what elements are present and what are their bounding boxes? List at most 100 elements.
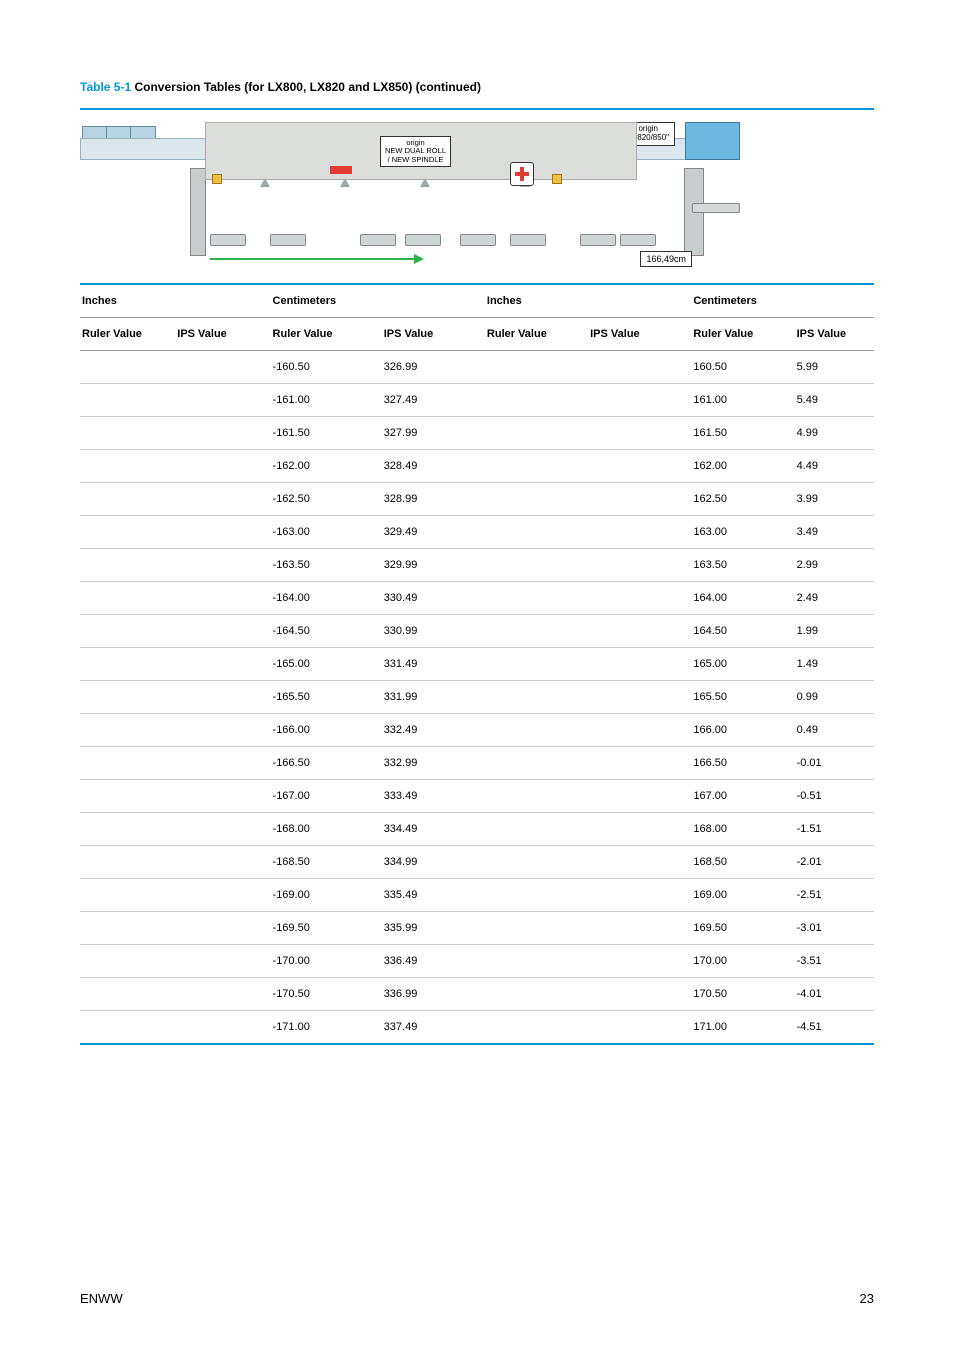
table-cell (588, 780, 691, 813)
table-cell (80, 681, 175, 714)
table-cell: 336.49 (382, 945, 485, 978)
table-cell (175, 945, 270, 978)
table-cell: -166.50 (271, 747, 382, 780)
table-cell: 327.49 (382, 384, 485, 417)
table-cell: 170.50 (691, 978, 794, 1011)
red-plus-icon (510, 162, 534, 186)
table-cell: -160.50 (271, 351, 382, 384)
table-cell: -163.00 (271, 516, 382, 549)
table-cell: -171.00 (271, 1011, 382, 1045)
table-cell (485, 912, 588, 945)
table-cell (175, 846, 270, 879)
table-cell: 4.49 (795, 450, 874, 483)
table-cell (80, 747, 175, 780)
table-cell (80, 912, 175, 945)
table-cell (588, 549, 691, 582)
table-cell: 336.99 (382, 978, 485, 1011)
table-cell: 330.49 (382, 582, 485, 615)
table-cell: -170.50 (271, 978, 382, 1011)
table-row: -170.50336.99170.50-4.01 (80, 978, 874, 1011)
table-row: -161.50327.99161.504.99 (80, 417, 874, 450)
table-cell: -167.00 (271, 780, 382, 813)
table-row: -162.00328.49162.004.49 (80, 450, 874, 483)
table-cell (175, 483, 270, 516)
table-cell: 170.00 (691, 945, 794, 978)
table-row: -166.50332.99166.50-0.01 (80, 747, 874, 780)
table-caption: Table 5-1 Conversion Tables (for LX800, … (80, 80, 874, 94)
printer-diagram: origin LX820/850" origin NEW DUAL ROLL /… (80, 116, 740, 271)
table-cell (80, 549, 175, 582)
table-row: -171.00337.49171.00-4.51 (80, 1011, 874, 1045)
table-cell (588, 846, 691, 879)
table-cell (175, 516, 270, 549)
table-cell: 330.99 (382, 615, 485, 648)
table-cell: 0.49 (795, 714, 874, 747)
table-cell (485, 945, 588, 978)
col-ruler-4: Ruler Value (691, 318, 794, 351)
table-cell: 3.49 (795, 516, 874, 549)
table-cell (588, 945, 691, 978)
table-cell: -168.50 (271, 846, 382, 879)
table-row: -160.50326.99160.505.99 (80, 351, 874, 384)
table-cell (175, 747, 270, 780)
table-cell: 329.99 (382, 549, 485, 582)
table-cell: 328.99 (382, 483, 485, 516)
table-cell: 164.00 (691, 582, 794, 615)
table-row: -167.00333.49167.00-0.51 (80, 780, 874, 813)
table-cell (80, 780, 175, 813)
table-cell (175, 417, 270, 450)
table-row: -164.50330.99164.501.99 (80, 615, 874, 648)
col-ips-1: IPS Value (175, 318, 270, 351)
table-cell (588, 351, 691, 384)
table-cell: 333.49 (382, 780, 485, 813)
table-cell: 2.99 (795, 549, 874, 582)
caption-prefix: Table 5-1 (80, 80, 134, 94)
table-cell: 163.50 (691, 549, 794, 582)
caption-main: Conversion Tables (for LX800, LX820 and … (134, 80, 481, 94)
table-cell: -169.00 (271, 879, 382, 912)
origin-mid-label: origin NEW DUAL ROLL / NEW SPINDLE (380, 136, 451, 167)
table-cell (588, 450, 691, 483)
table-cell: -166.00 (271, 714, 382, 747)
table-cell (80, 483, 175, 516)
table-cell (485, 978, 588, 1011)
table-cell: 334.49 (382, 813, 485, 846)
table-row: -165.50331.99165.500.99 (80, 681, 874, 714)
col-group-cm-2: Centimeters (691, 284, 874, 318)
table-row: -168.00334.49168.00-1.51 (80, 813, 874, 846)
table-cell (588, 813, 691, 846)
table-cell (485, 483, 588, 516)
table-cell (588, 384, 691, 417)
table-cell: 4.99 (795, 417, 874, 450)
table-cell: 167.00 (691, 780, 794, 813)
table-cell: 1.99 (795, 615, 874, 648)
table-cell (485, 780, 588, 813)
table-cell: 164.50 (691, 615, 794, 648)
table-cell (485, 1011, 588, 1045)
table-cell: 334.99 (382, 846, 485, 879)
table-cell (485, 516, 588, 549)
table-cell (80, 582, 175, 615)
table-cell: -2.51 (795, 879, 874, 912)
col-ips-3: IPS Value (588, 318, 691, 351)
table-cell: 162.00 (691, 450, 794, 483)
table-cell: 331.99 (382, 681, 485, 714)
col-group-inches-2: Inches (485, 284, 691, 318)
table-cell (588, 681, 691, 714)
table-cell: 1.49 (795, 648, 874, 681)
table-cell (80, 384, 175, 417)
col-ruler-1: Ruler Value (80, 318, 175, 351)
table-cell (175, 780, 270, 813)
table-cell (588, 417, 691, 450)
table-cell (175, 549, 270, 582)
table-cell: 0.99 (795, 681, 874, 714)
table-row: -170.00336.49170.00-3.51 (80, 945, 874, 978)
table-cell: -161.00 (271, 384, 382, 417)
table-cell (80, 516, 175, 549)
table-cell (588, 714, 691, 747)
table-cell: 331.49 (382, 648, 485, 681)
table-cell (588, 879, 691, 912)
table-cell (175, 714, 270, 747)
table-cell (485, 582, 588, 615)
table-row: -169.50335.99169.50-3.01 (80, 912, 874, 945)
